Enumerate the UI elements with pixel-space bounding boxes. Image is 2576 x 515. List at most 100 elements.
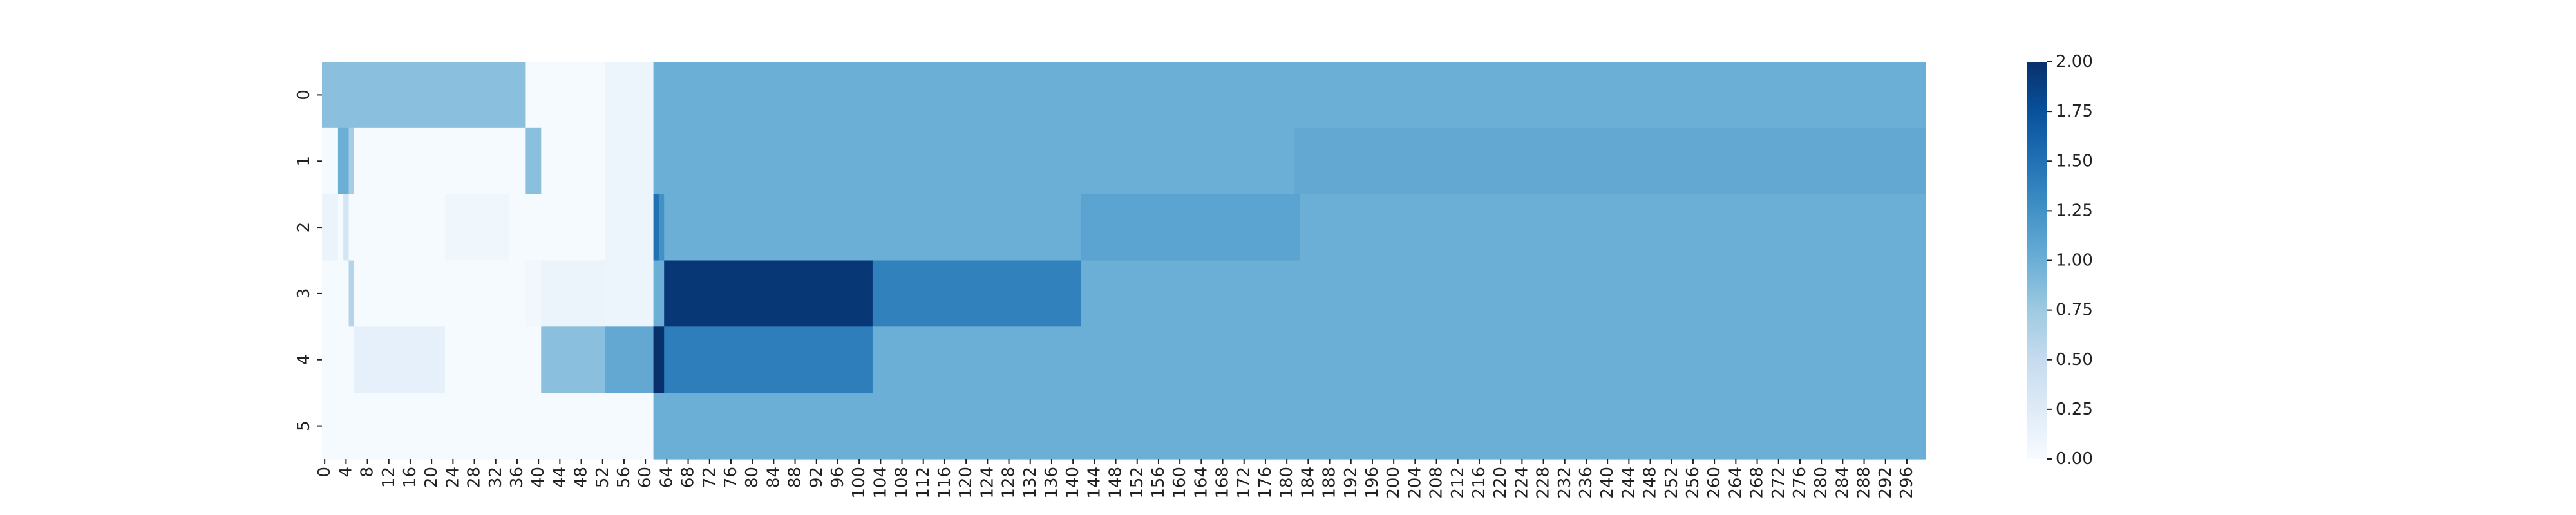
- heatmap-cell-row-3-seg-1: [348, 260, 355, 327]
- x-tick-label: 56: [614, 467, 634, 488]
- x-tick-label: 252: [1662, 467, 1681, 499]
- heatmap-cell-row-5-seg-1: [653, 393, 1926, 460]
- heatmap-cell-row-5-seg-0: [322, 393, 654, 460]
- x-tick-label: 144: [1084, 467, 1104, 499]
- heatmap-cell-row-0-seg-3: [605, 62, 654, 129]
- x-tick-label: 228: [1534, 467, 1553, 499]
- x-tick-label: 256: [1683, 467, 1703, 499]
- heatmap-cell-row-1-seg-8: [1294, 127, 1926, 195]
- y-axis: 0 1 2 3 4 5: [294, 89, 322, 431]
- heatmap-cell-row-2-seg-1: [337, 194, 344, 261]
- heatmap-cell-row-2-seg-6: [605, 194, 654, 261]
- x-tick-label: 40: [529, 467, 548, 488]
- x-tick-label: 72: [700, 467, 719, 488]
- x-tick-label: 120: [956, 467, 976, 499]
- colorbar-gradient: [2027, 62, 2047, 459]
- x-tick-label: 140: [1063, 467, 1083, 499]
- x-tick-label: 240: [1598, 467, 1617, 499]
- x-tick-label: 60: [636, 467, 655, 488]
- x-axis: 0 4 8 12 16 20 24 28 32 36 40 44 48 52 56 60 64 68 72 76 80 8…: [315, 459, 1917, 499]
- heatmap-cell-row-3-seg-8: [872, 260, 1082, 327]
- x-tick-label: 180: [1277, 467, 1296, 499]
- x-tick-label: 272: [1769, 467, 1788, 499]
- colorbar-tick-label: 2.00: [2056, 52, 2093, 71]
- x-tick-label: 36: [507, 467, 527, 488]
- x-tick-label: 112: [914, 467, 933, 499]
- x-tick-label: 212: [1448, 467, 1468, 499]
- x-tick-label: 0: [315, 467, 334, 478]
- heatmap-cell-row-4-seg-3: [541, 326, 606, 393]
- heatmap-cell-row-4-seg-1: [354, 326, 446, 393]
- heatmap-cell-row-3-seg-3: [525, 260, 542, 327]
- heatmap-cell-row-4-seg-6: [664, 326, 873, 393]
- x-tick-label: 88: [786, 467, 805, 488]
- heatmap-cell-row-1-seg-1: [337, 127, 350, 195]
- heatmap-cell-row-3-seg-9: [1081, 260, 1926, 327]
- heatmap-cell-row-0-seg-2: [525, 62, 606, 129]
- x-tick-label: 124: [978, 467, 997, 499]
- x-tick-label: 136: [1042, 467, 1061, 499]
- y-tick-label: 1: [294, 156, 314, 167]
- x-tick-label: 8: [358, 467, 377, 478]
- x-tick-label: 264: [1726, 467, 1745, 499]
- heatmap-cells: [322, 62, 1926, 460]
- x-tick-label: 108: [893, 467, 912, 499]
- heatmap-cell-row-1-seg-0: [322, 127, 339, 195]
- heatmap-cell-row-3-seg-6: [653, 260, 665, 327]
- heatmap-cell-row-2-seg-10: [1081, 194, 1301, 261]
- x-tick-label: 232: [1555, 467, 1575, 499]
- heatmap-cell-row-1-seg-7: [653, 127, 1296, 195]
- heatmap-cell-row-2-seg-2: [343, 194, 350, 261]
- heatmap-cell-row-1-seg-3: [354, 127, 526, 195]
- x-tick-label: 260: [1705, 467, 1724, 499]
- heatmap-cell-row-3-seg-7: [664, 260, 873, 327]
- x-tick-label: 76: [721, 467, 741, 488]
- x-tick-label: 16: [401, 467, 420, 488]
- x-tick-label: 176: [1256, 467, 1275, 499]
- x-tick-label: 200: [1384, 467, 1403, 499]
- x-tick-label: 80: [743, 467, 762, 488]
- heatmap-cell-row-1-seg-4: [525, 127, 542, 195]
- x-tick-label: 44: [550, 467, 569, 488]
- heatmap-cell-row-2-seg-5: [509, 194, 606, 261]
- x-tick-label: 164: [1191, 467, 1211, 499]
- x-tick-label: 192: [1341, 467, 1361, 499]
- heatmap-cell-row-2-seg-7: [653, 194, 659, 261]
- colorbar-tick-label: 1.50: [2056, 151, 2093, 171]
- heatmap-cell-row-0-seg-0: [322, 62, 339, 129]
- heatmap-cell-row-2-seg-0: [322, 194, 339, 261]
- x-tick-label: 84: [764, 467, 783, 488]
- x-tick-label: 168: [1213, 467, 1233, 499]
- heatmap-cell-row-3-seg-4: [541, 260, 606, 327]
- heatmap-cell-row-2-seg-4: [444, 194, 510, 261]
- x-tick-label: 156: [1149, 467, 1168, 499]
- x-tick-label: 48: [572, 467, 591, 488]
- x-tick-label: 52: [593, 467, 612, 488]
- x-tick-label: 184: [1298, 467, 1318, 499]
- x-tick-label: 248: [1641, 467, 1660, 499]
- heatmap-cell-row-1-seg-5: [541, 127, 606, 195]
- heatmap-cell-row-2-seg-11: [1300, 194, 1926, 261]
- colorbar-tick-label: 0.00: [2056, 449, 2093, 469]
- heatmap-cell-row-1-seg-6: [605, 127, 654, 195]
- y-tick-label: 4: [294, 354, 314, 365]
- x-tick-label: 28: [465, 467, 484, 488]
- heatmap-cell-row-2-seg-3: [348, 194, 446, 261]
- heatmap-cell-row-4-seg-7: [872, 326, 1926, 393]
- x-tick-label: 268: [1748, 467, 1767, 499]
- heatmap-cell-row-4-seg-2: [444, 326, 542, 393]
- x-tick-label: 68: [679, 467, 698, 488]
- colorbar-tick-label: 1.00: [2056, 251, 2093, 270]
- x-tick-label: 116: [935, 467, 954, 499]
- heatmap-cell-row-4-seg-4: [605, 326, 654, 393]
- x-tick-label: 132: [1021, 467, 1040, 499]
- x-tick-label: 244: [1619, 467, 1638, 499]
- x-tick-label: 296: [1897, 467, 1917, 499]
- x-tick-label: 172: [1235, 467, 1254, 499]
- colorbar-tick-label: 1.25: [2056, 201, 2093, 220]
- heatmap-cell-row-0-seg-1: [337, 62, 526, 129]
- x-tick-label: 236: [1577, 467, 1596, 499]
- x-tick-label: 24: [443, 467, 462, 488]
- colorbar-tick-label: 0.50: [2056, 350, 2093, 370]
